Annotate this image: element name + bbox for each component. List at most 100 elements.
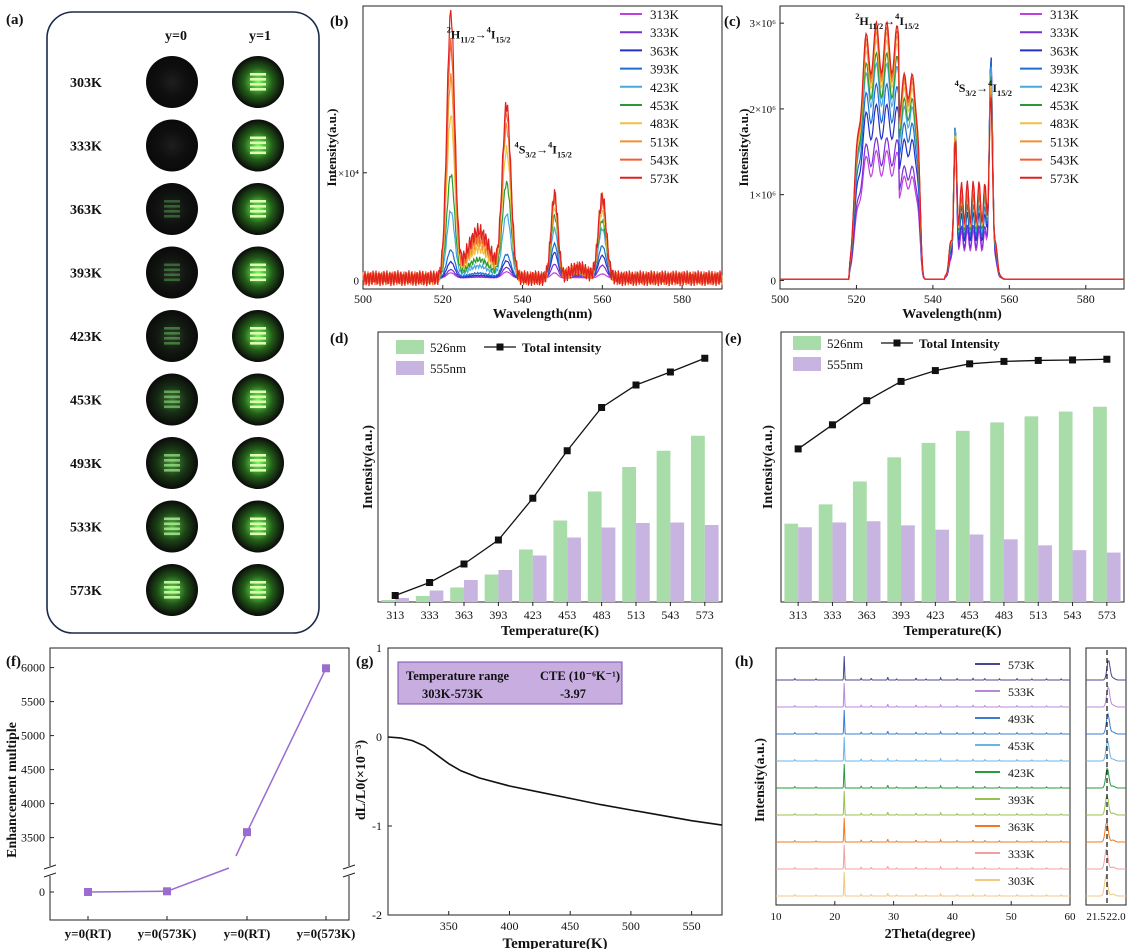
- inset-peak-line: [1086, 793, 1126, 816]
- legend-entry: 363K: [650, 43, 680, 58]
- legend-entry: 333K: [1008, 847, 1035, 861]
- x-tick-label: y=0(RT): [65, 926, 112, 941]
- x-tick-label: 423: [926, 608, 944, 622]
- plot-frame: [780, 331, 1125, 603]
- x-tick-label: 423: [524, 608, 542, 622]
- glow-stripe: [250, 337, 266, 340]
- x-tick-label: 30: [888, 911, 900, 923]
- annotation-part: 2: [855, 12, 859, 21]
- total-intensity-point: [1034, 356, 1042, 364]
- annotation-part: I: [552, 142, 557, 156]
- glow-stripe: [164, 210, 180, 213]
- total-intensity-point: [426, 579, 434, 586]
- glow-stripe: [250, 136, 266, 140]
- total-intensity-point: [931, 367, 939, 375]
- legend-entry: 493K: [1008, 712, 1035, 726]
- legend-entry: 543K: [1050, 153, 1080, 168]
- x-tick-label: 550: [683, 919, 701, 933]
- enhancement-point: [322, 664, 330, 673]
- glow-stripe: [164, 278, 180, 282]
- glow-stripe: [250, 527, 266, 531]
- annotation-part: 3/2: [525, 150, 536, 159]
- annotation-part: I: [992, 81, 997, 95]
- legend-entry: Total intensity: [522, 340, 602, 355]
- legend-entry: 333K: [650, 25, 680, 40]
- enhancement-point: [163, 887, 171, 896]
- x-tick-label: 483: [593, 608, 611, 622]
- y-tick-label: 5500: [21, 695, 45, 709]
- glow-stripe: [250, 342, 266, 345]
- bar-526nm: [484, 574, 499, 602]
- legend-entry: 543K: [650, 153, 680, 168]
- row-temp-label: 393K: [70, 267, 102, 282]
- x-tick-label: 520: [434, 292, 452, 306]
- x-tick-label: 393: [489, 608, 507, 622]
- annotation-part: 15/2: [557, 150, 572, 159]
- legend-entry: 573K: [1050, 171, 1080, 186]
- x-tick-label: y=0(573K): [138, 926, 197, 941]
- inset-tick-label: 21.5: [1086, 911, 1106, 923]
- plot-frame: [775, 647, 1071, 906]
- total-intensity-point: [529, 494, 537, 502]
- panel-d-bar-chart: (d) 313 333 363 393 423 453 483 513 543 573 Tempera…: [330, 331, 723, 639]
- y-tick-label: 1: [376, 641, 382, 655]
- legend-entry: 513K: [1050, 134, 1080, 149]
- glow-stripe: [250, 390, 266, 394]
- glow-stripe: [164, 215, 180, 218]
- sample-photo-y0: [146, 310, 198, 362]
- panel-label: (d): [330, 331, 348, 347]
- xrd-pattern-line: [776, 682, 1070, 708]
- sample-photo-y0: [146, 183, 198, 235]
- x-tick-label: y=0(RT): [224, 926, 271, 941]
- transition-annotation: 2H11/2→4I15/2: [447, 25, 511, 44]
- bar-526nm: [691, 435, 705, 602]
- legend-entry: 483K: [650, 116, 680, 131]
- bar-555nm: [567, 537, 581, 602]
- glow-stripe: [250, 215, 266, 218]
- glow-stripe: [164, 596, 180, 599]
- bar-555nm: [935, 529, 950, 602]
- x-tick-label: 560: [1000, 292, 1018, 306]
- x-tick-label: 40: [947, 911, 959, 923]
- enhancement-line: [166, 867, 230, 893]
- inset-peak-line: [1086, 740, 1126, 762]
- bar-555nm: [1072, 550, 1087, 602]
- x-tick-label: 580: [1077, 292, 1095, 306]
- bar-526nm: [1058, 411, 1073, 602]
- bar-526nm: [587, 491, 602, 602]
- bar-526nm: [1093, 406, 1107, 602]
- legend-entry: 423K: [1050, 80, 1080, 95]
- bar-555nm: [866, 521, 881, 602]
- xrd-pattern-line: [776, 790, 1070, 816]
- x-tick-label: 350: [440, 919, 458, 933]
- annotation-part: 15/2: [997, 89, 1012, 98]
- annotation-part: →: [536, 142, 548, 156]
- x-tick-label: 313: [386, 608, 404, 622]
- glow-stripe: [250, 517, 266, 521]
- bar-526nm: [450, 587, 464, 602]
- bar-526nm: [887, 457, 902, 602]
- y-axis-label: dL/L0(×10⁻³): [354, 740, 369, 821]
- spectrum-series-line: [362, 174, 723, 284]
- bar-555nm: [601, 527, 616, 602]
- total-intensity-point: [794, 445, 802, 453]
- total-intensity-point: [828, 421, 836, 429]
- spectrum-series-line: [362, 9, 723, 287]
- annotation-part: 4: [988, 79, 993, 88]
- axis-break-gap: [343, 866, 355, 876]
- glow-stripe: [164, 263, 180, 267]
- annotation-part: 15/2: [496, 35, 511, 44]
- x-tick-label: 393: [892, 608, 910, 622]
- y-tick-label: 3500: [21, 831, 45, 845]
- y-tick-label: 0: [771, 275, 777, 287]
- panel-g-thermal-expansion: (g) 350 400 450 500 550 1 0 -1 -2 Temperature(K) dL…: [354, 641, 723, 949]
- plot-frame: [362, 5, 723, 290]
- glow-stripe: [164, 205, 180, 208]
- bar-555nm: [498, 570, 513, 602]
- total-intensity-point: [701, 354, 709, 362]
- row-temp-label: 423K: [70, 330, 102, 345]
- bar-526nm: [622, 467, 636, 602]
- x-tick-label: 513: [627, 608, 645, 622]
- sample-photo-y1: [232, 183, 284, 235]
